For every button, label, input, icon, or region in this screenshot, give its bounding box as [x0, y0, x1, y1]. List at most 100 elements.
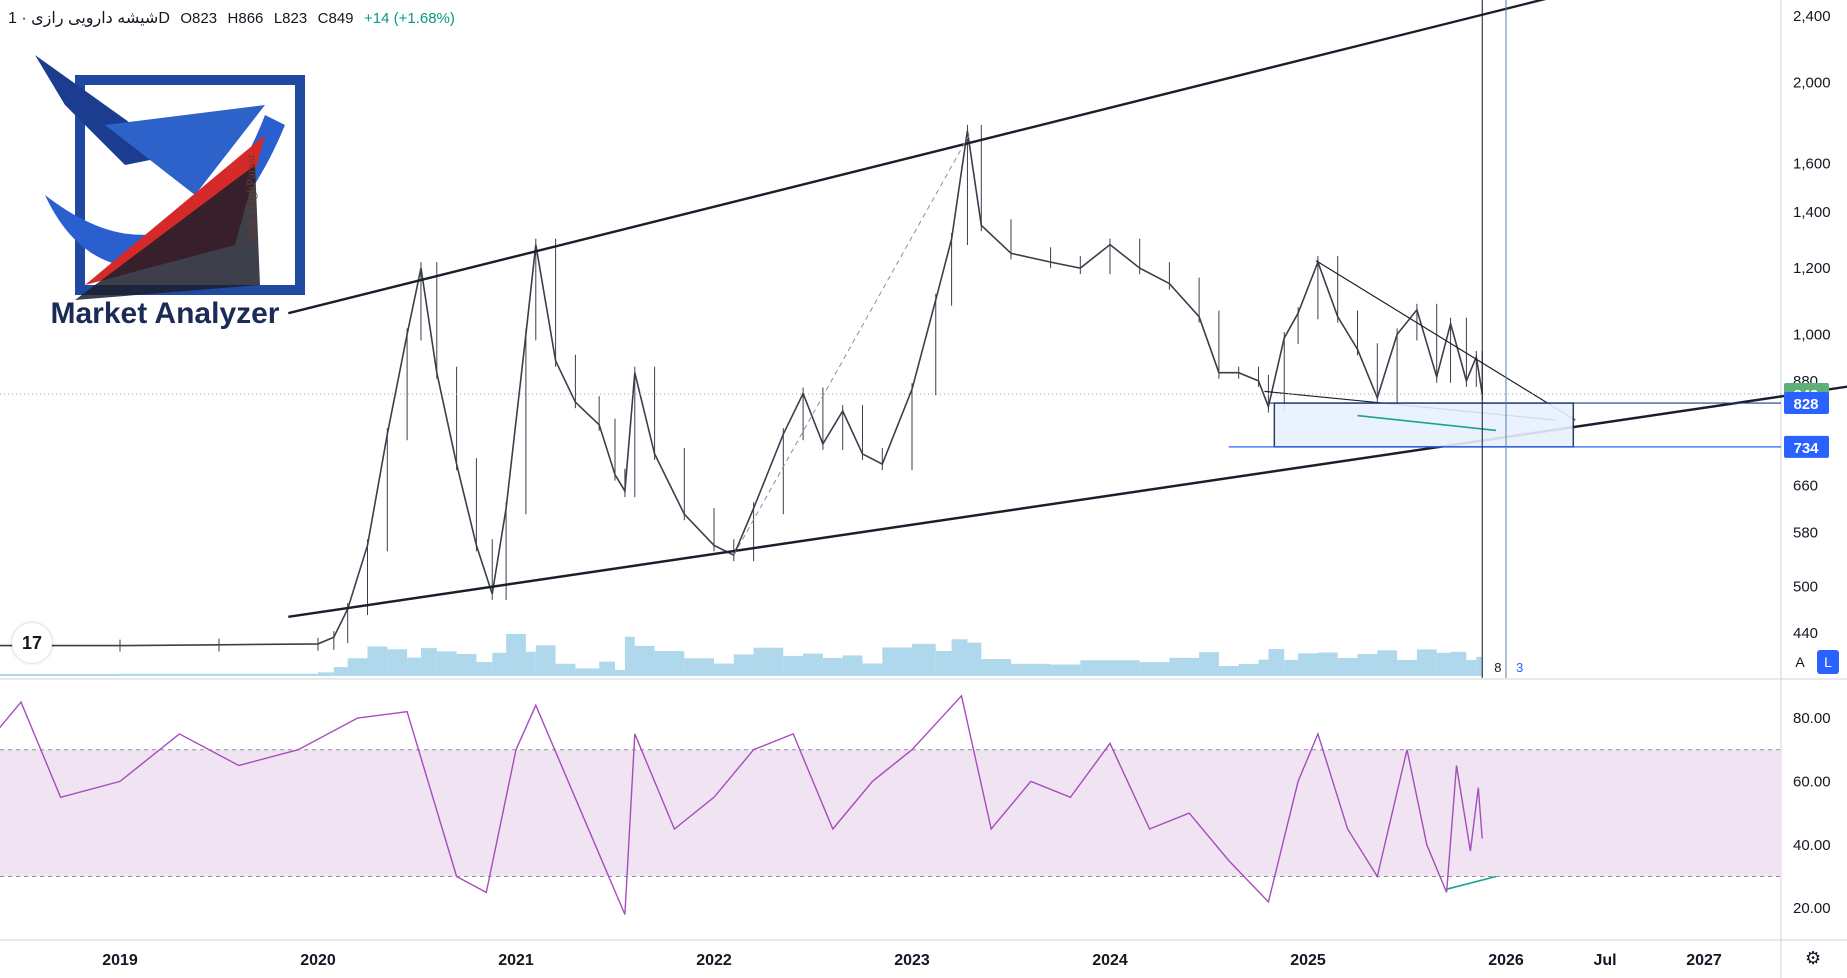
- volume-bar: [535, 645, 556, 676]
- close-value: C849: [317, 10, 354, 27]
- rsi-tick-label: 40.00: [1793, 837, 1831, 854]
- volume-bar: [1268, 649, 1285, 676]
- volume-bar: [654, 651, 685, 676]
- symbol-title[interactable]: شیشه دارویی رازی · 1D: [8, 10, 170, 27]
- time-tick-label: 2021: [498, 952, 534, 969]
- cursor-annotation: 8: [1494, 660, 1501, 675]
- price-badge: [1784, 435, 1829, 458]
- price-tick-label: 580: [1793, 525, 1818, 542]
- price-tick-label: 1,400: [1793, 204, 1831, 221]
- volume-bar: [882, 647, 912, 676]
- volume-bar: [1199, 652, 1219, 676]
- volume-bar: [367, 646, 388, 676]
- volume-bar: [1466, 660, 1477, 676]
- volume-bar: [634, 645, 655, 676]
- volume-bar: [862, 663, 883, 676]
- volume-bar: [21, 674, 120, 676]
- volume-bar: [1397, 659, 1417, 676]
- time-tick-label: 2026: [1488, 952, 1524, 969]
- volume-bar: [387, 649, 408, 676]
- price-tick-label: 500: [1793, 579, 1818, 596]
- time-tick-label: 2019: [102, 952, 138, 969]
- price-tick-label: 1,000: [1793, 326, 1831, 343]
- volume-bar: [1284, 659, 1299, 676]
- low-value: L823: [273, 10, 308, 27]
- price-badge: [1784, 392, 1829, 415]
- volume-bar: [492, 652, 507, 676]
- channel-bottom-line: [288, 385, 1847, 619]
- volume-bar: [347, 658, 368, 676]
- volume-bar: [525, 651, 536, 676]
- volume-bar: [1317, 652, 1338, 676]
- volume-bar: [318, 672, 334, 676]
- volume-bar: [0, 674, 21, 676]
- price-tick-label: 660: [1793, 478, 1818, 495]
- volume-bar: [753, 647, 784, 676]
- price-tick-label: 2,000: [1793, 74, 1831, 91]
- volume-bar: [935, 650, 952, 676]
- volume-bar: [506, 634, 526, 676]
- volume-bar: [333, 667, 348, 676]
- market-analyzer-logo: Amir HaghParast Market Analyzer: [35, 55, 305, 330]
- symbol-header: شیشه دارویی رازی · 1D O823 H866 L823 C84…: [8, 8, 461, 28]
- volume-bar: [1080, 660, 1110, 676]
- rsi-line: [0, 694, 1483, 915]
- rsi-tick-label: 80.00: [1793, 710, 1831, 727]
- time-tick-label: 2025: [1290, 952, 1326, 969]
- volume-bar: [1377, 650, 1398, 676]
- volume-bar: [981, 659, 1011, 676]
- volume-bar: [1218, 666, 1239, 676]
- volume-bar: [842, 655, 863, 676]
- change-value: +14 (+1.68%): [363, 10, 455, 27]
- tradingview-logo-icon[interactable]: 17: [12, 623, 52, 663]
- time-tick-label: Jul: [1593, 952, 1616, 969]
- volume-bar: [219, 673, 318, 676]
- open-value: O823: [180, 10, 218, 27]
- rsi-divergence-line: [1446, 875, 1497, 890]
- price-tick-label: 1,200: [1793, 260, 1831, 277]
- logo-brand-text: Market Analyzer: [51, 297, 280, 330]
- triangle-top-line: [1315, 260, 1576, 421]
- volume-bar: [1476, 656, 1483, 676]
- time-tick-label: 2023: [894, 952, 930, 969]
- volume-bar: [967, 642, 982, 676]
- log-scale-button[interactable]: L: [1817, 650, 1839, 674]
- volume-bar: [1050, 664, 1081, 676]
- rsi-band: [0, 749, 1781, 877]
- volume-bar: [1110, 660, 1140, 676]
- volume-bar: [624, 636, 635, 676]
- gear-icon[interactable]: ⚙: [1805, 948, 1822, 968]
- auto-scale-button[interactable]: A: [1789, 650, 1811, 674]
- volume-series: [0, 634, 1483, 676]
- volume-bar: [951, 639, 968, 676]
- volume-bar: [575, 668, 600, 676]
- high-value: H866: [227, 10, 264, 27]
- volume-bar: [822, 657, 843, 676]
- volume-bar: [615, 669, 625, 676]
- time-tick-label: 2022: [696, 952, 732, 969]
- volume-bar: [803, 653, 823, 676]
- volume-bar: [733, 654, 754, 676]
- volume-bar: [1169, 657, 1200, 676]
- volume-bar: [436, 651, 457, 676]
- volume-bar: [1298, 653, 1318, 676]
- price-tick-label: 2,400: [1793, 8, 1831, 25]
- price-badge-label: 734: [1793, 440, 1819, 457]
- price-line: [0, 130, 1483, 647]
- price-tick-label: 440: [1793, 625, 1818, 642]
- volume-bar: [714, 663, 734, 676]
- volume-bar: [555, 663, 576, 676]
- volume-bar: [476, 661, 493, 676]
- volume-bar: [1258, 659, 1269, 676]
- price-tick-label: 1,600: [1793, 155, 1831, 172]
- volume-bar: [1436, 652, 1451, 676]
- volume-bar: [1450, 651, 1467, 676]
- time-tick-label: 2024: [1092, 952, 1128, 969]
- volume-bar: [783, 655, 804, 676]
- volume-bar: [599, 661, 615, 676]
- channel-top-line: [288, 0, 1547, 315]
- cursor-annotation: 3: [1516, 660, 1523, 675]
- volume-bar: [456, 653, 477, 676]
- volume-bar: [1416, 649, 1437, 676]
